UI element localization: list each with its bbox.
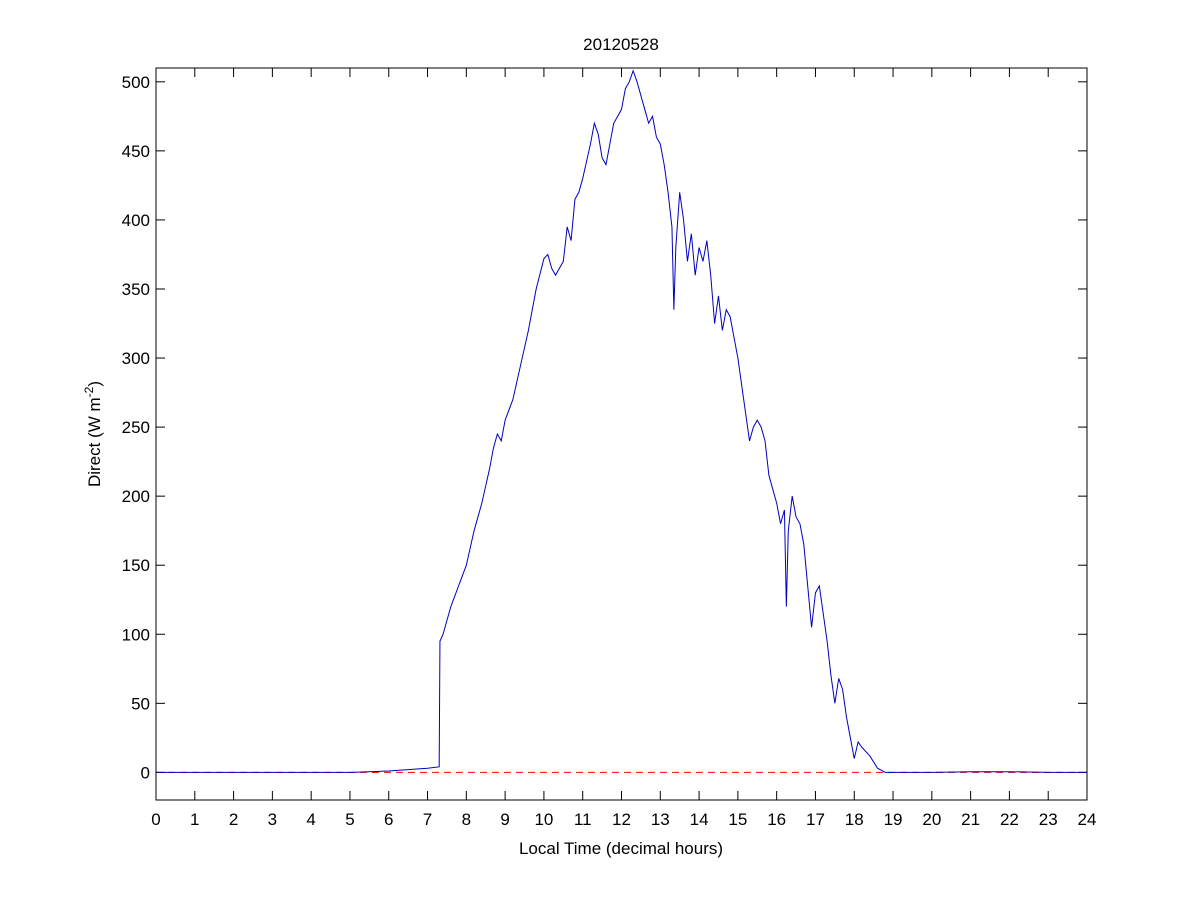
x-tick-label: 24 (1078, 810, 1097, 829)
x-tick-label: 13 (651, 810, 670, 829)
x-tick-label: 0 (151, 810, 160, 829)
x-tick-label: 20 (922, 810, 941, 829)
x-tick-label: 18 (845, 810, 864, 829)
y-axis-label: Direct (W m-2) (82, 381, 104, 487)
y-tick-label: 0 (141, 763, 150, 782)
x-axis-label: Local Time (decimal hours) (519, 839, 723, 858)
x-tick-label: 16 (767, 810, 786, 829)
x-tick-label: 15 (728, 810, 747, 829)
x-tick-label: 19 (884, 810, 903, 829)
x-tick-label: 21 (961, 810, 980, 829)
y-label-text: Direct (W m (85, 397, 104, 487)
x-tick-label: 5 (345, 810, 354, 829)
x-tick-label: 6 (384, 810, 393, 829)
chart-title: 20120528 (583, 35, 659, 54)
x-tick-label: 14 (690, 810, 709, 829)
y-tick-label: 100 (122, 625, 150, 644)
y-tick-label: 400 (122, 211, 150, 230)
x-tick-label: 7 (423, 810, 432, 829)
x-tick-label: 11 (574, 810, 592, 829)
y-tick-label: 150 (122, 556, 150, 575)
y-label-superscript: -2 (82, 386, 96, 397)
y-tick-label: 250 (122, 418, 150, 437)
y-tick-label: 450 (122, 142, 150, 161)
x-tick-label: 3 (268, 810, 277, 829)
y-tick-label: 500 (122, 73, 150, 92)
y-tick-label: 300 (122, 349, 150, 368)
plot-frame (155, 67, 1088, 801)
x-tick-label: 8 (462, 810, 471, 829)
y-tick-label: 50 (131, 694, 150, 713)
x-tick-label: 17 (806, 810, 825, 829)
x-tick-label: 10 (534, 810, 553, 829)
x-tick-label: 2 (229, 810, 238, 829)
x-tick-label: 12 (612, 810, 631, 829)
y-tick-label: 200 (122, 487, 150, 506)
y-label-suffix: ) (85, 381, 104, 387)
x-tick-label: 1 (190, 810, 199, 829)
x-tick-label: 22 (1000, 810, 1019, 829)
x-tick-label: 23 (1039, 810, 1058, 829)
x-tick-label: 9 (500, 810, 509, 829)
data-line (156, 69, 1087, 773)
y-tick-label: 350 (122, 280, 150, 299)
x-tick-label: 4 (306, 810, 315, 829)
